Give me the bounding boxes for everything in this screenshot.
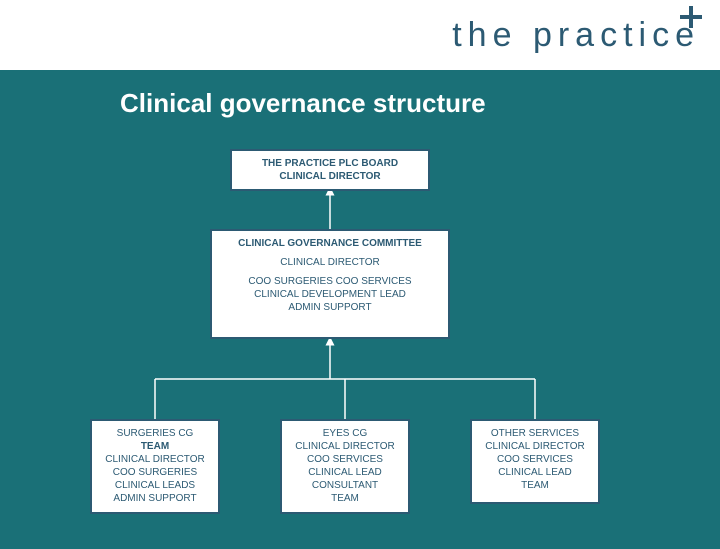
box-eyes-team: EYES CG CLINICAL DIRECTOR COO SERVICES C… — [280, 419, 410, 514]
c2-l6: TEAM — [290, 492, 400, 505]
header: the practice — [0, 0, 720, 70]
box-gov-line1: CLINICAL GOVERNANCE COMMITTEE — [220, 237, 440, 250]
c3-l1: OTHER SERVICES — [480, 427, 590, 440]
c1-l2: TEAM — [100, 440, 210, 453]
page-title: Clinical governance structure — [120, 88, 720, 119]
c2-l4: CLINICAL LEAD — [290, 466, 400, 479]
c3-l3: COO SERVICES — [480, 453, 590, 466]
org-chart: THE PRACTICE PLC BOARD CLINICAL DIRECTOR… — [0, 129, 720, 549]
box-gov-line5: ADMIN SUPPORT — [220, 301, 440, 314]
c2-l5: CONSULTANT — [290, 479, 400, 492]
box-other-services-team: OTHER SERVICES CLINICAL DIRECTOR COO SER… — [470, 419, 600, 504]
box-surgeries-team: SURGERIES CG TEAM CLINICAL DIRECTOR COO … — [90, 419, 220, 514]
c1-l1: SURGERIES CG — [100, 427, 210, 440]
c2-l1: EYES CG — [290, 427, 400, 440]
box-gov-line4: CLINICAL DEVELOPMENT LEAD — [220, 288, 440, 301]
box-board-line2: CLINICAL DIRECTOR — [240, 170, 420, 183]
c2-l3: COO SERVICES — [290, 453, 400, 466]
logo-text: the practice — [452, 16, 700, 55]
c1-l6: ADMIN SUPPORT — [100, 492, 210, 505]
box-gov-line3: COO SURGERIES COO SERVICES — [220, 275, 440, 288]
c1-l4: COO SURGERIES — [100, 466, 210, 479]
box-governance-committee: CLINICAL GOVERNANCE COMMITTEE CLINICAL D… — [210, 229, 450, 339]
c1-l5: CLINICAL LEADS — [100, 479, 210, 492]
box-gov-line2: CLINICAL DIRECTOR — [220, 256, 440, 269]
c3-l5: TEAM — [480, 479, 590, 492]
c3-l2: CLINICAL DIRECTOR — [480, 440, 590, 453]
c1-l3: CLINICAL DIRECTOR — [100, 453, 210, 466]
c3-l4: CLINICAL LEAD — [480, 466, 590, 479]
box-board-line1: THE PRACTICE PLC BOARD — [240, 157, 420, 170]
box-board: THE PRACTICE PLC BOARD CLINICAL DIRECTOR — [230, 149, 430, 191]
plus-icon — [680, 6, 702, 33]
c2-l2: CLINICAL DIRECTOR — [290, 440, 400, 453]
